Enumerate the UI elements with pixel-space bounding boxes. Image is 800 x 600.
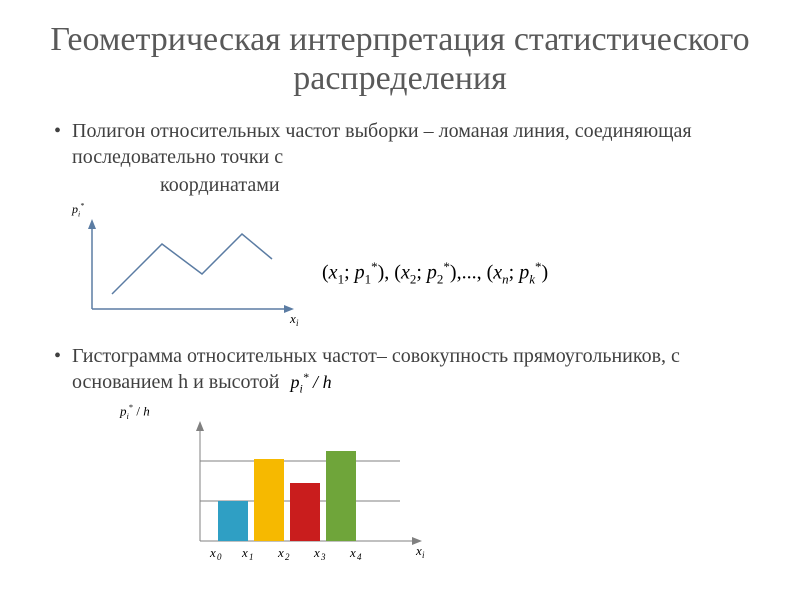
svg-text:2: 2 [285, 552, 290, 562]
histogram-ylabel-outer: pi* / h [120, 402, 750, 421]
bullet-polygon: Полигон относительных частот выборки – л… [50, 118, 750, 170]
xtick-3: x [313, 545, 320, 560]
xtick-4: x [349, 545, 356, 560]
svg-text:1: 1 [249, 552, 254, 562]
page-title: Геометрическая интерпретация статистичес… [50, 20, 750, 98]
bullet-polygon-text-1: Полигон относительных частот выборки – л… [72, 120, 692, 168]
bar-2 [290, 483, 320, 541]
histogram-tail-math: pi* / h [290, 372, 331, 392]
svg-text:4: 4 [357, 552, 362, 562]
bar-1 [254, 459, 284, 541]
bar-0 [218, 501, 248, 541]
polygon-line-chart: x i [72, 219, 302, 329]
histogram-xlabel: x [415, 543, 422, 558]
slide: Геометрическая интерпретация статистичес… [0, 0, 800, 600]
bullet-polygon-line2: координатами [50, 174, 750, 197]
bullet-histogram-text: Гистограмма относительных частот– совоку… [72, 345, 680, 393]
xtick-0: x [209, 545, 216, 560]
svg-text:3: 3 [320, 552, 326, 562]
svg-text:i: i [422, 550, 425, 560]
line-chart-ylabel-outer: pi* [72, 201, 750, 218]
histogram-chart: x0 x1 x2 x3 x4 x i [170, 421, 750, 576]
bullet-polygon-text-2: координатами [160, 174, 280, 196]
svg-text:i: i [296, 318, 299, 328]
xtick-1: x [241, 545, 248, 560]
bar-3 [326, 451, 356, 541]
line-chart-row: x i (x1; p1*), (x2; p2*),..., (xn; pk*) [72, 219, 750, 329]
xtick-2: x [277, 545, 284, 560]
bullet-histogram: Гистограмма относительных частот– совоку… [50, 343, 750, 397]
line-chart-xlabel: x [289, 311, 296, 326]
coordinate-list: (x1; p1*), (x2; p2*),..., (xn; pk*) [322, 259, 548, 288]
svg-text:0: 0 [217, 552, 222, 562]
